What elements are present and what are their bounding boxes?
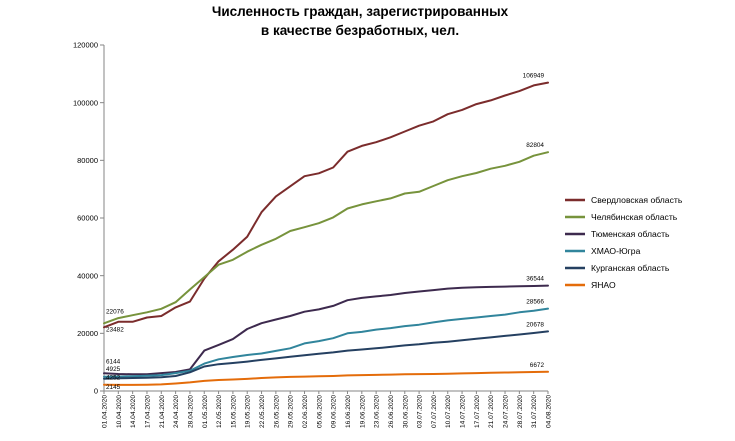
y-tick-label: 60000 [77, 214, 98, 223]
x-tick-label: 09.06.2020 [331, 395, 338, 428]
x-tick-label: 23.06.2020 [374, 395, 381, 428]
x-tick-label: 17.07.2020 [474, 395, 481, 428]
x-tick-label: 24.07.2020 [503, 395, 510, 428]
series-line [103, 284, 549, 376]
x-tick-label: 24.04.2020 [173, 395, 180, 428]
x-tick-label: 19.06.2020 [359, 395, 366, 428]
data-label-end: 28566 [526, 299, 544, 306]
data-label-start: 6144 [106, 358, 121, 365]
axes: 0 20000 40000 60000 80000 100000 120000 01.04.2… [73, 41, 553, 428]
x-tick-label: 22.05.2020 [259, 395, 266, 428]
data-label-end: 36544 [526, 276, 544, 283]
x-tick-label: 04.08.2020 [546, 395, 553, 428]
x-tick-label: 01.04.2020 [102, 395, 109, 428]
x-tick-label: 14.04.2020 [130, 395, 137, 428]
x-tick-label: 07.07.2020 [431, 395, 438, 428]
legend-label: Курганская область [591, 263, 670, 273]
x-tick-label: 12.05.2020 [216, 395, 223, 428]
y-tick-label: 40000 [77, 271, 98, 280]
data-label-start: 4252 [106, 375, 121, 382]
data-label-end: 6672 [530, 362, 545, 369]
x-tick-label: 21.04.2020 [159, 395, 166, 428]
x-tick-label: 21.07.2020 [488, 395, 495, 428]
x-tick-label: 01.05.2020 [202, 395, 209, 428]
data-label-start: 4925 [106, 366, 121, 373]
x-tick-label: 10.04.2020 [116, 395, 123, 428]
x-tick-label: 15.05.2020 [230, 395, 237, 428]
data-label-start: 22076 [106, 308, 124, 315]
chart-title-line-2: в качестве безработных, чел. [261, 23, 459, 38]
series-line [103, 307, 549, 378]
data-label-end: 82804 [526, 142, 544, 149]
data-label-start: 2145 [106, 384, 121, 391]
series-line [103, 81, 549, 329]
chart-title-line-1: Численность граждан, зарегистрированных [212, 4, 509, 19]
legend-label: ХМАО-Югра [591, 246, 641, 256]
x-tick-label: 19.05.2020 [245, 395, 252, 428]
data-label-end: 106949 [523, 73, 545, 80]
y-tick-label: 120000 [73, 41, 98, 50]
x-tick-label: 28.04.2020 [187, 395, 194, 428]
data-label-start: 23482 [106, 326, 124, 333]
y-tick-label: 0 [94, 387, 98, 396]
x-tick-label: 17.04.2020 [144, 395, 151, 428]
y-tick-label: 80000 [77, 156, 98, 165]
x-tick-label: 30.06.2020 [402, 395, 409, 428]
x-tick-label: 29.05.2020 [288, 395, 295, 428]
legend-label: ЯНАО [591, 280, 616, 290]
legend-label: Свердловская область [591, 195, 683, 205]
series-layer [103, 81, 549, 386]
legend-label: Челябинская область [591, 212, 678, 222]
x-tick-label: 14.07.2020 [460, 395, 467, 428]
y-tick-label: 20000 [77, 329, 98, 338]
series-line [103, 330, 549, 380]
series-line [103, 370, 549, 386]
data-label-end: 20678 [526, 321, 544, 328]
data-labels: 22076 106949 23482 82804 6144 36544 4925 28566 4… [106, 73, 544, 391]
x-tick-label: 03.07.2020 [417, 395, 424, 428]
x-tick-label: 02.06.2020 [302, 395, 309, 428]
x-tick-label: 05.06.2020 [316, 395, 323, 428]
x-tick-label: 16.06.2020 [345, 395, 352, 428]
x-tick-label: 26.05.2020 [273, 395, 280, 428]
series-line [103, 151, 549, 325]
x-tick-label: 26.06.2020 [388, 395, 395, 428]
x-tick-label: 28.07.2020 [517, 395, 524, 428]
x-tick-label: 31.07.2020 [531, 395, 538, 428]
x-tick-label: 10.07.2020 [445, 395, 452, 428]
y-tick-label: 100000 [73, 98, 98, 107]
legend: Свердловская область Челябинская область Т… [565, 195, 683, 290]
legend-label: Тюменская область [591, 229, 670, 239]
